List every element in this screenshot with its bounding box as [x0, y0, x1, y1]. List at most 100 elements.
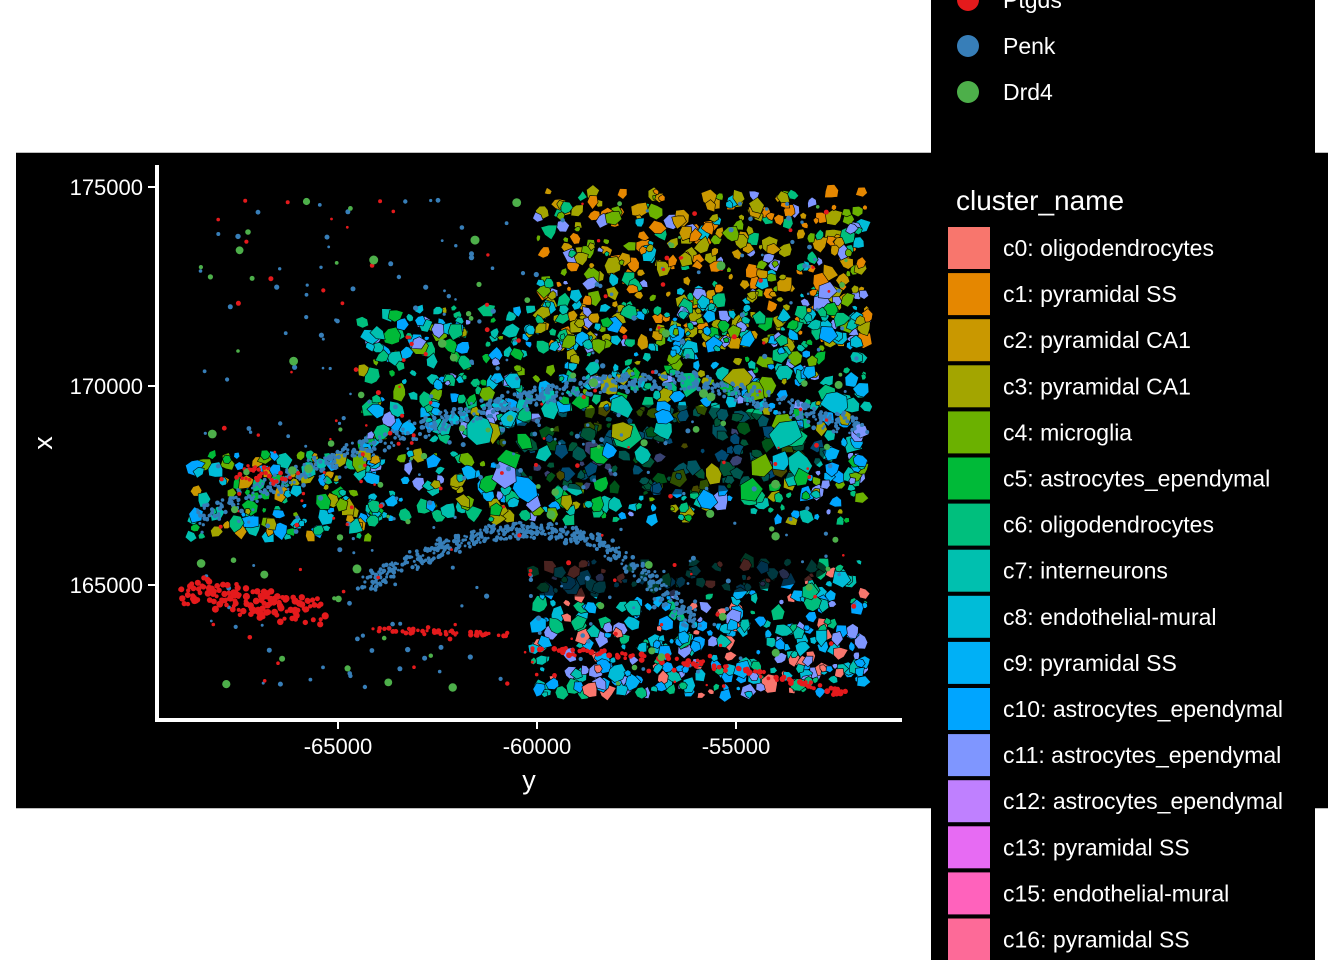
gene-legend-key: [957, 81, 979, 103]
cluster-legend-label: c7: interneurons: [1003, 558, 1168, 584]
transcript-point: [269, 477, 274, 483]
transcript-point: [365, 424, 368, 427]
transcript-point: [528, 577, 534, 582]
transcript-point: [351, 537, 355, 541]
transcript-point: [600, 363, 606, 369]
cell-polygon: [677, 251, 693, 268]
cell-polygon: [426, 352, 439, 370]
cell-polygon: [581, 681, 598, 698]
transcript-point: [496, 633, 501, 638]
transcript-point: [628, 653, 634, 659]
transcript-point: [627, 446, 630, 449]
transcript-point: [322, 471, 326, 474]
transcript-point: [616, 412, 621, 418]
transcript-point: [687, 606, 693, 611]
transcript-point: [502, 440, 507, 445]
transcript-point: [728, 227, 734, 233]
transcript-point: [844, 258, 848, 263]
cell-polygon: [856, 675, 872, 688]
cell-polygon: [685, 330, 692, 337]
transcript-point: [327, 440, 335, 447]
cell-polygon: [233, 451, 241, 460]
transcript-point: [542, 437, 546, 440]
transcript-point: [852, 422, 857, 428]
transcript-point: [285, 470, 289, 474]
cell-polygon: [727, 273, 734, 281]
transcript-point: [235, 300, 241, 306]
y-tick-label: 170000: [70, 374, 143, 399]
transcript-point: [705, 683, 708, 687]
transcript-point: [525, 398, 528, 402]
transcript-point: [552, 398, 557, 404]
cell-polygon: [812, 217, 820, 226]
transcript-point: [651, 604, 657, 610]
transcript-point: [711, 663, 717, 669]
transcript-point: [454, 244, 458, 248]
transcript-point: [570, 388, 576, 393]
transcript-point: [673, 380, 677, 385]
transcript-point: [276, 661, 280, 665]
transcript-point: [581, 376, 587, 381]
cell-polygon: [612, 362, 620, 373]
transcript-point: [834, 424, 839, 429]
transcript-point: [478, 531, 484, 536]
transcript-point: [504, 221, 509, 226]
transcript-point: [500, 393, 505, 399]
cell-polygon: [647, 202, 664, 221]
transcript-point: [470, 235, 480, 245]
transcript-point: [580, 535, 584, 540]
cell-polygon: [677, 513, 685, 521]
transcript-point: [623, 569, 629, 574]
cluster-legend-label: c9: pyramidal SS: [1003, 650, 1177, 676]
transcript-point: [305, 598, 311, 604]
transcript-point: [218, 524, 223, 529]
transcript-point: [563, 525, 567, 529]
transcript-point: [547, 536, 552, 541]
transcript-point: [613, 578, 617, 582]
cell-polygon: [808, 288, 818, 297]
transcript-point: [434, 542, 438, 546]
cluster-legend-label: c3: pyramidal CA1: [1003, 373, 1191, 399]
cell-polygon: [669, 349, 677, 358]
transcript-point: [302, 197, 311, 206]
transcript-point: [450, 548, 453, 551]
cell-polygon: [623, 669, 632, 677]
transcript-point: [739, 312, 746, 318]
cluster-legend-key: [948, 595, 990, 638]
cell-polygon: [604, 210, 623, 226]
transcript-point: [331, 466, 335, 470]
cell-polygon: [569, 232, 581, 245]
transcript-point: [256, 433, 260, 437]
transcript-point: [264, 491, 270, 497]
transcript-point: [300, 499, 304, 503]
transcript-point: [737, 392, 741, 396]
transcript-point: [437, 553, 442, 559]
transcript-point: [345, 209, 351, 215]
transcript-point: [781, 674, 787, 680]
cell-polygon: [261, 507, 267, 514]
transcript-point: [404, 556, 408, 560]
transcript-point: [850, 415, 855, 420]
transcript-point: [306, 458, 310, 462]
transcript-point: [764, 207, 769, 211]
tissue-void: [486, 404, 827, 495]
transcript-point: [450, 422, 454, 426]
transcript-point: [340, 301, 345, 306]
cell-polygon: [228, 514, 245, 534]
cell-polygon: [647, 342, 656, 352]
transcript-point: [815, 205, 820, 209]
transcript-point: [322, 467, 326, 471]
transcript-point: [776, 397, 780, 402]
transcript-point: [528, 594, 533, 598]
transcript-point: [533, 388, 537, 393]
cell-polygon: [610, 334, 623, 347]
transcript-point: [506, 415, 514, 422]
transcript-point: [540, 402, 544, 406]
transcript-point: [632, 562, 636, 565]
transcript-point: [578, 656, 583, 662]
transcript-point: [825, 566, 831, 572]
transcript-point: [821, 427, 825, 430]
cell-polygon: [622, 241, 637, 252]
transcript-point: [679, 339, 685, 345]
cell-polygon: [643, 602, 654, 612]
